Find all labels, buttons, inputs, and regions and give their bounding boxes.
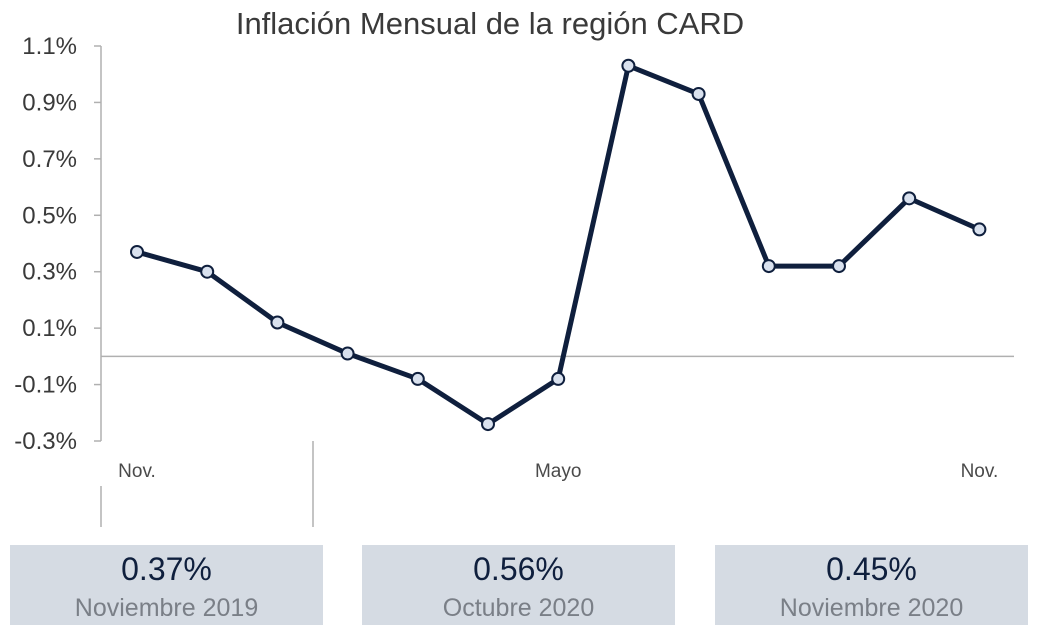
x-tick-label: Nov. — [118, 461, 156, 482]
data-point — [621, 58, 636, 73]
stat-card-label: Noviembre 2020 — [779, 594, 964, 622]
data-point — [270, 315, 285, 330]
data-point — [551, 371, 566, 386]
series-group — [130, 58, 987, 432]
data-point — [691, 86, 706, 101]
stat-card-label: Noviembre 2019 — [74, 594, 259, 622]
data-point — [200, 264, 215, 279]
chart-title: Inflación Mensual de la región CARD — [236, 6, 744, 41]
data-point — [340, 346, 355, 361]
x-tick-label: Nov. — [961, 461, 999, 482]
stat-card-value: 0.56% — [473, 551, 564, 587]
y-tick-label: 0.1% — [22, 315, 77, 342]
stat-card-value: 0.37% — [121, 551, 212, 587]
stat-card-1: 0.37% Noviembre 2019 — [10, 545, 323, 625]
data-point — [832, 259, 846, 274]
stat-card-label: Octubre 2020 — [442, 594, 595, 622]
x-tick-label: Mayo — [535, 461, 581, 482]
y-tick-label: 0.3% — [22, 259, 77, 286]
stat-card-3: 0.45% Noviembre 2020 — [715, 545, 1028, 625]
data-point — [410, 371, 425, 386]
data-point — [481, 417, 495, 432]
data-point — [972, 222, 987, 237]
data-point — [130, 244, 144, 259]
data-point — [902, 191, 917, 206]
chart: Inflación Mensual de la región CARD 1.1%… — [14, 6, 1014, 527]
data-point — [761, 259, 776, 274]
y-tick-label: -0.1% — [14, 372, 77, 399]
x-axis: Nov. Mayo Nov. — [100, 355, 1014, 527]
stat-card-2: 0.56% Octubre 2020 — [362, 545, 675, 625]
y-tick-label: -0.3% — [14, 428, 77, 455]
stat-card-value: 0.45% — [826, 551, 917, 587]
y-tick-label: 0.9% — [22, 89, 77, 116]
y-axis: 1.1% 0.9% 0.7% 0.5% 0.3% 0.1% -0.1% -0.3% — [14, 33, 102, 455]
y-tick-label: 1.1% — [22, 33, 77, 60]
y-tick-label: 0.5% — [22, 202, 77, 229]
y-tick-label: 0.7% — [22, 146, 77, 173]
series-line — [134, 63, 982, 427]
